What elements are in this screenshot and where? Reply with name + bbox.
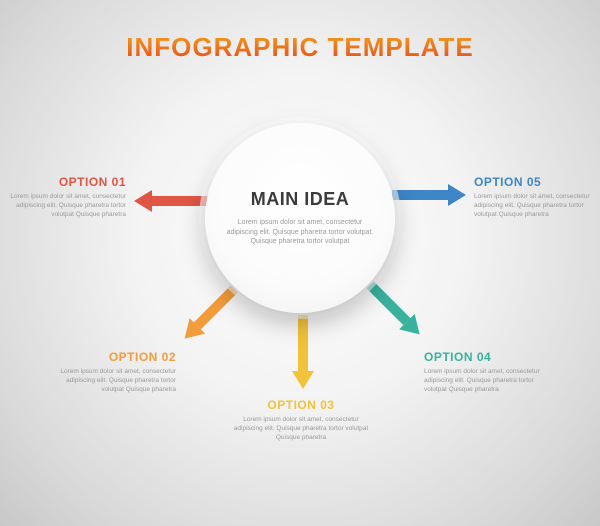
option-label: OPTION 01: [10, 175, 126, 189]
center-body: Lorem ipsum dolor sit amet, consectetur …: [223, 218, 377, 246]
option-body: Lorem ipsum dolor sit amet, consectetur …: [46, 368, 176, 394]
option-01: OPTION 01 Lorem ipsum dolor sit amet, co…: [10, 175, 126, 219]
option-label: OPTION 05: [474, 175, 590, 189]
option-02: OPTION 02 Lorem ipsum dolor sit amet, co…: [46, 350, 176, 394]
option-03: OPTION 03 Lorem ipsum dolor sit amet, co…: [228, 398, 374, 442]
option-body: Lorem ipsum dolor sit amet, consectetur …: [424, 368, 554, 394]
arrow-02: [177, 281, 238, 342]
arrow-01: [134, 190, 208, 206]
arrow-05: [392, 190, 466, 206]
arrow-04: [362, 281, 423, 342]
center-title: MAIN IDEA: [251, 189, 350, 210]
option-body: Lorem ipsum dolor sit amet, consectetur …: [228, 416, 374, 442]
option-label: OPTION 04: [424, 350, 554, 364]
infographic-canvas: INFOGRAPHIC TEMPLATE MAIN IDEA Lorem ips…: [0, 0, 600, 526]
option-04: OPTION 04 Lorem ipsum dolor sit amet, co…: [424, 350, 554, 394]
option-body: Lorem ipsum dolor sit amet, consectetur …: [10, 193, 126, 219]
arrow-03: [292, 315, 308, 389]
option-label: OPTION 02: [46, 350, 176, 364]
center-circle: MAIN IDEA Lorem ipsum dolor sit amet, co…: [205, 123, 395, 313]
option-05: OPTION 05 Lorem ipsum dolor sit amet, co…: [474, 175, 590, 219]
option-body: Lorem ipsum dolor sit amet, consectetur …: [474, 193, 590, 219]
option-label: OPTION 03: [228, 398, 374, 412]
page-title: INFOGRAPHIC TEMPLATE: [0, 32, 600, 63]
